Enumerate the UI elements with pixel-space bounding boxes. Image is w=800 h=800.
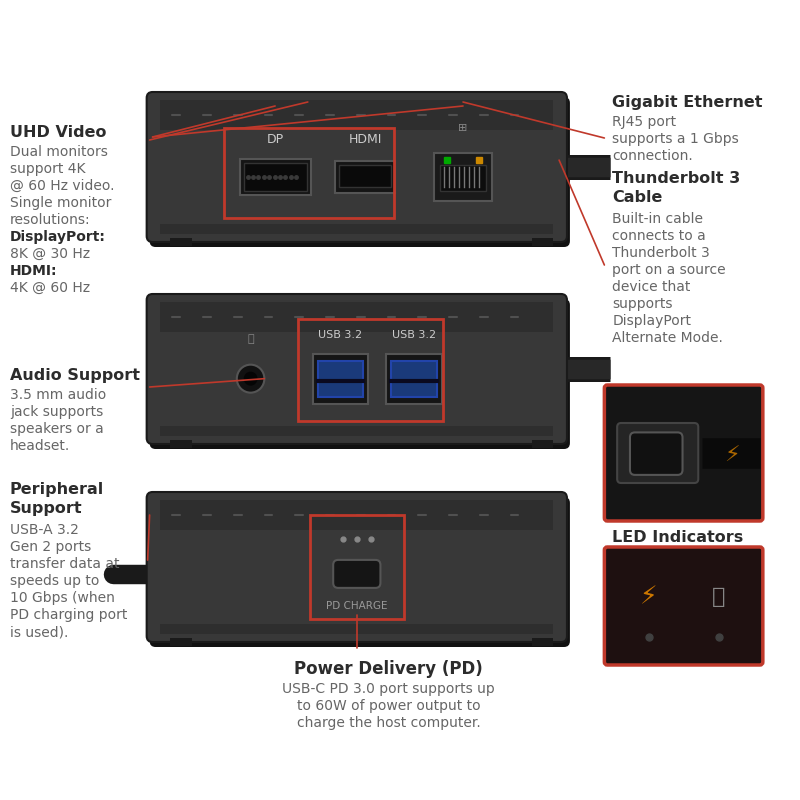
FancyBboxPatch shape: [617, 423, 698, 483]
Text: Gen 2 ports: Gen 2 ports: [10, 540, 91, 554]
Text: Thunderbolt 3: Thunderbolt 3: [612, 246, 710, 260]
Bar: [318, 361, 363, 397]
Text: UHD Video: UHD Video: [10, 125, 106, 140]
Bar: [391, 361, 437, 397]
Text: to 60W of power output to: to 60W of power output to: [297, 699, 481, 713]
FancyBboxPatch shape: [150, 97, 570, 247]
Text: supports a 1 Gbps: supports a 1 Gbps: [612, 132, 739, 146]
Bar: [531, 638, 553, 646]
Bar: [170, 638, 192, 646]
Text: speeds up to: speeds up to: [10, 574, 99, 588]
Text: Cable: Cable: [612, 190, 662, 205]
Text: USB 3.2: USB 3.2: [318, 330, 362, 339]
Bar: [310, 514, 404, 619]
Text: transfer data at: transfer data at: [10, 557, 119, 571]
Text: Single monitor: Single monitor: [10, 196, 111, 210]
Text: Audio Support: Audio Support: [10, 368, 140, 383]
FancyBboxPatch shape: [604, 547, 763, 665]
Text: Power Delivery (PD): Power Delivery (PD): [294, 660, 483, 678]
Text: Thunderbolt 3: Thunderbolt 3: [612, 171, 741, 186]
FancyBboxPatch shape: [146, 492, 567, 642]
Text: Built-in cable: Built-in cable: [612, 212, 703, 226]
Bar: [335, 161, 394, 193]
Text: LED Indicators: LED Indicators: [612, 530, 743, 545]
Text: Gigabit Ethernet: Gigabit Ethernet: [612, 95, 762, 110]
Text: RJ45 port: RJ45 port: [612, 115, 676, 129]
Text: @ 60 Hz video.: @ 60 Hz video.: [10, 179, 114, 193]
Bar: [161, 224, 553, 234]
Bar: [240, 158, 310, 194]
Text: jack supports: jack supports: [10, 405, 103, 419]
Text: connection.: connection.: [612, 149, 693, 163]
Bar: [161, 500, 553, 530]
Text: resolutions:: resolutions:: [10, 213, 90, 227]
Text: Support: Support: [10, 501, 82, 516]
Text: device that: device that: [612, 280, 690, 294]
FancyBboxPatch shape: [146, 92, 567, 242]
Text: port on a source: port on a source: [612, 263, 726, 277]
Text: USB-C PD 3.0 port supports up: USB-C PD 3.0 port supports up: [282, 682, 495, 696]
Text: ⚡: ⚡: [640, 585, 658, 609]
Text: charge the host computer.: charge the host computer.: [297, 716, 481, 730]
Text: 4K @ 60 Hz: 4K @ 60 Hz: [10, 281, 90, 295]
Text: 3.5 mm audio: 3.5 mm audio: [10, 388, 106, 402]
FancyBboxPatch shape: [630, 432, 682, 475]
Text: support 4K: support 4K: [10, 162, 86, 176]
Text: 10 Gbps (when: 10 Gbps (when: [10, 591, 114, 605]
FancyBboxPatch shape: [333, 560, 381, 588]
Bar: [170, 440, 192, 448]
Bar: [224, 128, 394, 218]
FancyBboxPatch shape: [146, 294, 567, 444]
Text: DisplayPort:: DisplayPort:: [10, 230, 106, 244]
Text: PD CHARGE: PD CHARGE: [326, 601, 387, 610]
Text: connects to a: connects to a: [612, 229, 706, 243]
Bar: [161, 426, 553, 436]
Text: USB 3.2: USB 3.2: [392, 330, 436, 339]
Bar: [161, 302, 553, 332]
Bar: [298, 319, 442, 422]
Text: PD charging port: PD charging port: [10, 608, 127, 622]
Bar: [531, 440, 553, 448]
Bar: [244, 162, 306, 190]
Text: speakers or a: speakers or a: [10, 422, 103, 436]
Text: 🎧: 🎧: [247, 334, 254, 344]
Bar: [339, 165, 390, 186]
Text: supports: supports: [612, 297, 673, 311]
Text: is used).: is used).: [10, 625, 68, 639]
Bar: [161, 624, 553, 634]
Text: headset.: headset.: [10, 439, 70, 453]
Bar: [386, 354, 442, 404]
Text: DisplayPort: DisplayPort: [612, 314, 691, 328]
Text: Alternate Mode.: Alternate Mode.: [612, 331, 723, 345]
Bar: [161, 100, 553, 130]
FancyBboxPatch shape: [604, 385, 763, 521]
Text: ⚡: ⚡: [725, 446, 740, 466]
Text: 8K @ 30 Hz: 8K @ 30 Hz: [10, 247, 90, 261]
Bar: [440, 165, 486, 190]
Text: USB-A 3.2: USB-A 3.2: [10, 523, 78, 537]
Text: ⊞: ⊞: [458, 123, 468, 134]
Bar: [313, 354, 368, 404]
Bar: [170, 238, 192, 246]
Circle shape: [237, 365, 264, 393]
Text: HDMI: HDMI: [348, 133, 382, 146]
Text: Peripheral: Peripheral: [10, 482, 104, 497]
FancyBboxPatch shape: [150, 497, 570, 647]
Circle shape: [244, 372, 258, 386]
Bar: [434, 153, 491, 201]
Text: Dual monitors: Dual monitors: [10, 145, 108, 159]
Text: DP: DP: [266, 133, 284, 146]
Bar: [531, 238, 553, 246]
Text: ⏻: ⏻: [712, 587, 726, 607]
FancyBboxPatch shape: [150, 299, 570, 449]
Text: HDMI:: HDMI:: [10, 264, 58, 278]
